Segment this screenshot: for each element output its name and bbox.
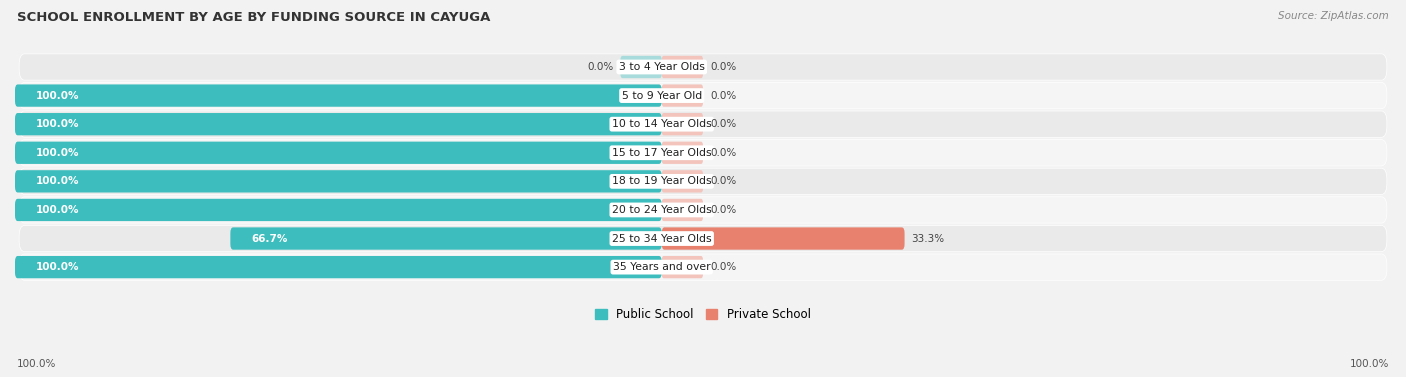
Text: 15 to 17 Year Olds: 15 to 17 Year Olds: [612, 148, 711, 158]
Legend: Public School, Private School: Public School, Private School: [591, 303, 815, 326]
FancyBboxPatch shape: [662, 56, 703, 78]
Text: 0.0%: 0.0%: [588, 62, 613, 72]
Text: 0.0%: 0.0%: [710, 205, 737, 215]
FancyBboxPatch shape: [662, 142, 703, 164]
Text: 33.3%: 33.3%: [911, 233, 945, 244]
Text: 0.0%: 0.0%: [710, 148, 737, 158]
FancyBboxPatch shape: [20, 168, 1386, 195]
FancyBboxPatch shape: [620, 56, 662, 78]
FancyBboxPatch shape: [20, 83, 1386, 109]
Text: 18 to 19 Year Olds: 18 to 19 Year Olds: [612, 176, 711, 186]
Text: 100.0%: 100.0%: [35, 119, 79, 129]
Text: 25 to 34 Year Olds: 25 to 34 Year Olds: [612, 233, 711, 244]
FancyBboxPatch shape: [20, 111, 1386, 137]
Text: 5 to 9 Year Old: 5 to 9 Year Old: [621, 90, 702, 101]
Text: 100.0%: 100.0%: [35, 205, 79, 215]
Text: 0.0%: 0.0%: [710, 62, 737, 72]
Text: 0.0%: 0.0%: [710, 176, 737, 186]
FancyBboxPatch shape: [15, 170, 662, 193]
FancyBboxPatch shape: [15, 199, 662, 221]
Text: 3 to 4 Year Olds: 3 to 4 Year Olds: [619, 62, 704, 72]
FancyBboxPatch shape: [15, 256, 662, 278]
Text: 100.0%: 100.0%: [35, 176, 79, 186]
Text: 66.7%: 66.7%: [252, 233, 287, 244]
Text: 100.0%: 100.0%: [35, 262, 79, 272]
Text: 0.0%: 0.0%: [710, 262, 737, 272]
Text: 100.0%: 100.0%: [1350, 359, 1389, 369]
Text: 10 to 14 Year Olds: 10 to 14 Year Olds: [612, 119, 711, 129]
FancyBboxPatch shape: [20, 54, 1386, 80]
FancyBboxPatch shape: [20, 139, 1386, 166]
FancyBboxPatch shape: [20, 225, 1386, 252]
FancyBboxPatch shape: [20, 254, 1386, 280]
Text: 100.0%: 100.0%: [35, 90, 79, 101]
Text: 100.0%: 100.0%: [17, 359, 56, 369]
FancyBboxPatch shape: [662, 84, 703, 107]
Text: 35 Years and over: 35 Years and over: [613, 262, 710, 272]
FancyBboxPatch shape: [662, 170, 703, 193]
FancyBboxPatch shape: [15, 113, 662, 135]
FancyBboxPatch shape: [662, 227, 904, 250]
FancyBboxPatch shape: [662, 199, 703, 221]
FancyBboxPatch shape: [662, 256, 703, 278]
Text: 100.0%: 100.0%: [35, 148, 79, 158]
FancyBboxPatch shape: [231, 227, 662, 250]
FancyBboxPatch shape: [15, 142, 662, 164]
FancyBboxPatch shape: [20, 197, 1386, 223]
Text: 0.0%: 0.0%: [710, 90, 737, 101]
Text: Source: ZipAtlas.com: Source: ZipAtlas.com: [1278, 11, 1389, 21]
Text: SCHOOL ENROLLMENT BY AGE BY FUNDING SOURCE IN CAYUGA: SCHOOL ENROLLMENT BY AGE BY FUNDING SOUR…: [17, 11, 491, 24]
FancyBboxPatch shape: [15, 84, 662, 107]
Text: 20 to 24 Year Olds: 20 to 24 Year Olds: [612, 205, 711, 215]
Text: 0.0%: 0.0%: [710, 119, 737, 129]
FancyBboxPatch shape: [662, 113, 703, 135]
